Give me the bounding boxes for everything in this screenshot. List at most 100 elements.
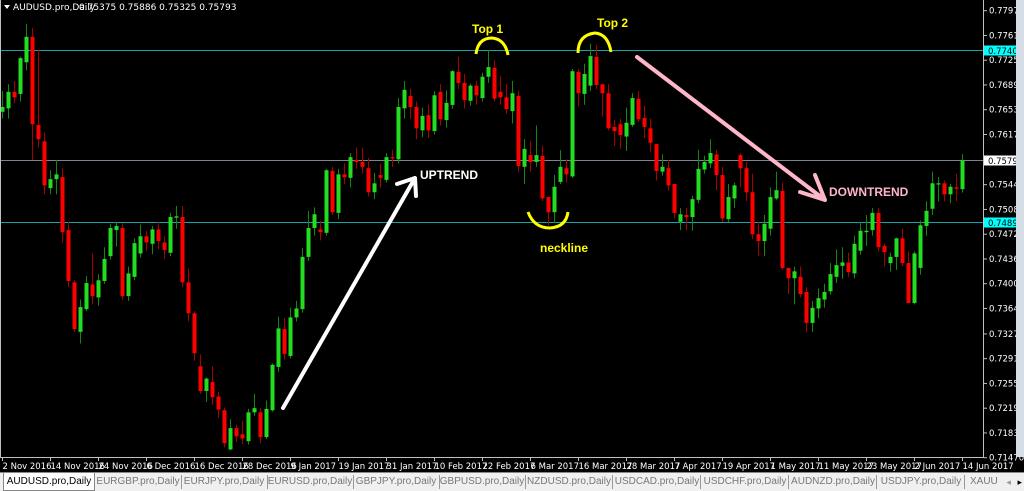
tab-audusd[interactable]: AUDUSD.pro,Daily: [3, 473, 95, 491]
candle: [138, 224, 143, 258]
candle: [372, 172, 377, 200]
candle: [648, 118, 653, 152]
candle: [654, 144, 659, 181]
vertical-scrollbar[interactable]: [1016, 0, 1024, 457]
tab-usdchf[interactable]: USDCHF.pro,Daily: [702, 475, 789, 489]
candle-body-bullish: [288, 317, 293, 356]
candle-body-bullish: [264, 408, 269, 438]
candle-body-bearish: [474, 85, 479, 96]
candle: [906, 251, 911, 303]
candle: [360, 147, 365, 174]
dropdown-triangle-icon[interactable]: [4, 5, 10, 9]
candle-body-bullish: [570, 71, 575, 177]
candle-body-bearish: [606, 93, 611, 129]
candle-body-bearish: [12, 91, 17, 98]
x-tick-label: 31 Jan 2017: [387, 462, 438, 472]
candle: [522, 139, 527, 184]
candle-body-bearish: [642, 117, 647, 127]
candle: [870, 208, 875, 236]
tab-gbpjpy[interactable]: GBPJPY.pro,Daily: [353, 475, 440, 489]
candle-body-bearish: [438, 91, 443, 120]
tab-usdcad[interactable]: USDCAD.pro,Daily: [614, 475, 701, 489]
candle-body-bearish: [66, 230, 71, 281]
candle-body-bullish: [204, 378, 209, 391]
tab-eurjpy[interactable]: EURJPY.pro,Daily: [181, 475, 268, 489]
candle-body-bullish: [708, 153, 713, 164]
tab-eurgbp[interactable]: EURGBP.pro,Daily: [95, 475, 182, 489]
candle-body-bullish: [276, 328, 281, 367]
tab-gbpusd[interactable]: GBPUSD.pro,Daily: [439, 475, 526, 489]
tab-scroll-buttons[interactable]: ◂ ▸: [1006, 475, 1022, 489]
x-tick-label: 11 May 2017: [819, 462, 874, 472]
candle: [342, 163, 347, 184]
candle: [894, 237, 899, 270]
x-tick-label: 23 May 2017: [867, 462, 922, 472]
x-tick-label: 6 Mar 2017: [531, 462, 579, 472]
candle-body-bullish: [18, 58, 23, 94]
candle-body-bullish: [174, 216, 179, 218]
candle-body-bullish: [678, 214, 683, 222]
downtrend-arrow: [635, 55, 827, 202]
candle: [666, 159, 671, 191]
candle-body-bearish: [684, 214, 689, 218]
candle-body-bearish: [456, 71, 461, 83]
candle-body-bullish: [312, 214, 317, 229]
candle-body-bullish: [138, 236, 143, 254]
uptrend-arrow: [281, 176, 418, 410]
tab-xauusd[interactable]: XAUU: [970, 476, 998, 487]
candle: [780, 182, 785, 270]
candle: [30, 27, 35, 160]
candle: [564, 159, 569, 183]
candle-body-bearish: [90, 284, 95, 297]
x-tick-label: 16 Mar 2017: [579, 462, 633, 472]
tab-usdjpy[interactable]: USDJPY.pro,Daily: [878, 475, 965, 489]
y-tick-label: 0.71830: [989, 429, 1024, 439]
candle-body-bearish: [234, 428, 239, 437]
candle-body-bullish: [936, 183, 941, 185]
candle-body-bullish: [762, 223, 767, 242]
candle-body-bullish: [696, 168, 701, 200]
price-chart[interactable]: 0.77970 0.77610 0.77250 0.76890 0.76530 0.761…: [0, 0, 1024, 472]
candle: [942, 180, 947, 202]
candle-body-bullish: [348, 157, 353, 178]
candle-body-bullish: [552, 186, 557, 213]
candle-body-bullish: [690, 199, 695, 218]
candle: [798, 266, 803, 298]
candle: [534, 125, 539, 167]
candle: [282, 318, 287, 360]
candle-body-bearish: [672, 183, 677, 213]
tab-eurusd[interactable]: EURUSD.pro,Daily: [267, 475, 354, 489]
tab-audnzd[interactable]: AUDNZD.pro,Daily: [790, 475, 877, 489]
candle: [954, 173, 959, 202]
tab-nzdusd[interactable]: NZDUSD.pro,Daily: [526, 475, 613, 489]
candle-body-bullish: [894, 238, 899, 257]
candle: [390, 149, 395, 167]
candle: [696, 149, 701, 204]
x-tick-label: 24 Nov 2016: [99, 462, 153, 472]
x-tick-label: 19 Jan 2017: [339, 462, 390, 472]
candle-body-bullish: [660, 166, 665, 172]
candle-body-bullish: [270, 364, 275, 411]
candle: [786, 267, 791, 295]
candle: [810, 300, 815, 332]
candle-body-bearish: [882, 245, 887, 253]
x-tick-label: 6 Dec 2016: [147, 462, 196, 472]
candle-body-bullish: [774, 190, 779, 199]
neckline-arc: [526, 211, 570, 230]
candle-body-bearish: [576, 71, 581, 94]
x-tick-label: 28 Mar 2017: [627, 462, 681, 472]
candle-body-bullish: [768, 197, 773, 229]
candle: [300, 247, 305, 313]
candle-body-bearish: [192, 313, 197, 354]
candle: [186, 268, 191, 322]
tab-scroll-left-icon[interactable]: ◂: [1006, 477, 1011, 487]
candle: [864, 214, 869, 246]
candle: [546, 197, 551, 226]
candle-body-bullish: [150, 229, 155, 244]
candle-body-bullish: [828, 274, 833, 292]
candle: [396, 98, 401, 164]
tab-scroll-right-icon[interactable]: ▸: [1017, 477, 1022, 487]
candle-body-bullish: [558, 166, 563, 182]
candle-body-bearish: [36, 124, 41, 140]
candle: [726, 183, 731, 222]
